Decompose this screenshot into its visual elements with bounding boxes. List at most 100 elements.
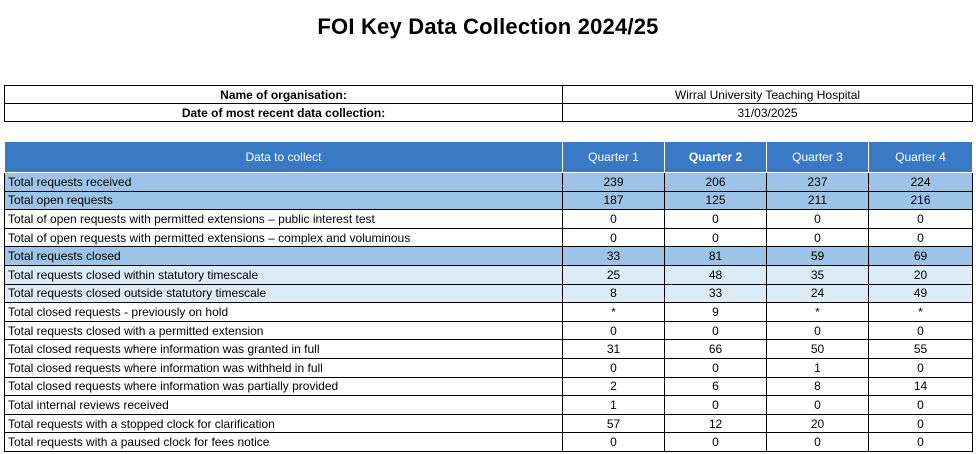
column-header: Quarter 1 xyxy=(562,141,665,173)
quarter-3-value: 0 xyxy=(766,227,869,248)
column-header: Quarter 3 xyxy=(766,141,869,173)
quarter-2-value: 33 xyxy=(664,283,767,304)
table-row: Total requests with a paused clock for f… xyxy=(4,432,973,452)
row-label: Total requests received xyxy=(4,172,563,192)
quarter-3-value: 1 xyxy=(766,357,869,378)
quarter-1-value: 0 xyxy=(562,357,665,378)
table-row: Total requests closed outside statutory … xyxy=(4,283,973,304)
quarter-4-value: 0 xyxy=(868,320,973,341)
quarter-3-value: 0 xyxy=(766,320,869,341)
organisation-info-table: Name of organisation: Wirral University … xyxy=(4,85,973,122)
row-label: Total requests closed within statutory t… xyxy=(4,264,563,285)
row-label: Total open requests xyxy=(4,190,563,211)
table-row: Total internal reviews received 1 0 0 0 xyxy=(4,395,973,415)
table-row: Total closed requests where information … xyxy=(4,357,973,378)
row-label: Total requests closed outside statutory … xyxy=(4,283,563,304)
quarter-2-value: 0 xyxy=(664,320,767,341)
quarter-3-value: 50 xyxy=(766,339,869,359)
quarter-1-value: 239 xyxy=(562,172,665,192)
table-row: Total requests closed within statutory t… xyxy=(4,264,973,285)
quarter-2-value: 48 xyxy=(664,264,767,285)
row-label: Total of open requests with permitted ex… xyxy=(4,227,563,248)
table-row: Total open requests 187 125 211 216 xyxy=(4,190,973,211)
row-label: Total closed requests where information … xyxy=(4,339,563,359)
quarter-1-value: 33 xyxy=(562,246,665,266)
quarter-2-value: 206 xyxy=(664,172,767,192)
column-header: Quarter 4 xyxy=(868,141,973,173)
quarter-2-value: 12 xyxy=(664,413,767,434)
table-row: Total requests closed 33 81 59 69 xyxy=(4,246,973,266)
table-header-row: Data to collect Quarter 1 Quarter 2 Quar… xyxy=(4,141,973,173)
table-row: Total of open requests with permitted ex… xyxy=(4,209,973,229)
quarter-3-value: 0 xyxy=(766,395,869,415)
quarter-4-value: 0 xyxy=(868,413,973,434)
quarter-3-value: 211 xyxy=(766,190,869,211)
organisation-label: Name of organisation: xyxy=(4,85,563,104)
quarter-1-value: 0 xyxy=(562,432,665,452)
table-row: Total closed requests where information … xyxy=(4,376,973,397)
quarter-1-value: * xyxy=(562,302,665,322)
quarter-4-value: 14 xyxy=(868,376,973,397)
quarter-3-value: 35 xyxy=(766,264,869,285)
quarter-1-value: 25 xyxy=(562,264,665,285)
quarter-4-value: 216 xyxy=(868,190,973,211)
quarter-2-value: 0 xyxy=(664,357,767,378)
quarter-2-value: 0 xyxy=(664,209,767,229)
quarter-4-value: 224 xyxy=(868,172,973,192)
table-body: Total requests received 239 206 237 224 Total… xyxy=(4,172,973,452)
quarter-1-value: 0 xyxy=(562,320,665,341)
column-header: Quarter 2 xyxy=(664,141,767,173)
quarter-2-value: 125 xyxy=(664,190,767,211)
quarter-1-value: 1 xyxy=(562,395,665,415)
table-row: Total requests with a stopped clock for … xyxy=(4,413,973,434)
quarter-4-value: 0 xyxy=(868,209,973,229)
quarter-3-value: * xyxy=(766,302,869,322)
quarter-2-value: 81 xyxy=(664,246,767,266)
quarter-2-value: 0 xyxy=(664,432,767,452)
quarter-3-value: 20 xyxy=(766,413,869,434)
quarter-4-value: 49 xyxy=(868,283,973,304)
quarter-1-value: 57 xyxy=(562,413,665,434)
table-row: Total requests received 239 206 237 224 xyxy=(4,172,973,192)
quarter-2-value: 0 xyxy=(664,395,767,415)
quarter-1-value: 0 xyxy=(562,209,665,229)
row-label: Total requests with a stopped clock for … xyxy=(4,413,563,434)
quarter-4-value: 0 xyxy=(868,357,973,378)
quarter-1-value: 2 xyxy=(562,376,665,397)
table-row: Total requests closed with a permitted e… xyxy=(4,320,973,341)
collection-date-label: Date of most recent data collection: xyxy=(4,103,563,122)
quarter-1-value: 187 xyxy=(562,190,665,211)
quarter-1-value: 8 xyxy=(562,283,665,304)
quarter-3-value: 0 xyxy=(766,209,869,229)
row-label: Total closed requests - previously on ho… xyxy=(4,302,563,322)
quarter-1-value: 0 xyxy=(562,227,665,248)
quarter-4-value: 0 xyxy=(868,227,973,248)
row-label: Total requests closed with a permitted e… xyxy=(4,320,563,341)
row-label: Total of open requests with permitted ex… xyxy=(4,209,563,229)
quarter-4-value: 0 xyxy=(868,395,973,415)
page-title: FOI Key Data Collection 2024/25 xyxy=(317,14,659,39)
quarter-3-value: 0 xyxy=(766,432,869,452)
quarter-4-value: 55 xyxy=(868,339,973,359)
table-row: Total of open requests with permitted ex… xyxy=(4,227,973,248)
collection-date-value: 31/03/2025 xyxy=(562,103,973,122)
row-label: Total closed requests where information … xyxy=(4,376,563,397)
collection-date-row: Date of most recent data collection: 31/… xyxy=(4,103,973,122)
row-label: Total internal reviews received xyxy=(4,395,563,415)
quarter-4-value: 0 xyxy=(868,432,973,452)
quarter-4-value: * xyxy=(868,302,973,322)
column-header: Data to collect xyxy=(4,141,563,173)
quarter-2-value: 6 xyxy=(664,376,767,397)
table-row: Total closed requests where information … xyxy=(4,339,973,359)
table-row: Total closed requests - previously on ho… xyxy=(4,302,973,322)
quarter-4-value: 69 xyxy=(868,246,973,266)
row-label: Total requests with a paused clock for f… xyxy=(4,432,563,452)
row-label: Total closed requests where information … xyxy=(4,357,563,378)
quarter-2-value: 66 xyxy=(664,339,767,359)
row-label: Total requests closed xyxy=(4,246,563,266)
quarter-3-value: 237 xyxy=(766,172,869,192)
organisation-row: Name of organisation: Wirral University … xyxy=(4,85,973,104)
quarter-2-value: 9 xyxy=(664,302,767,322)
quarter-1-value: 31 xyxy=(562,339,665,359)
quarter-3-value: 59 xyxy=(766,246,869,266)
